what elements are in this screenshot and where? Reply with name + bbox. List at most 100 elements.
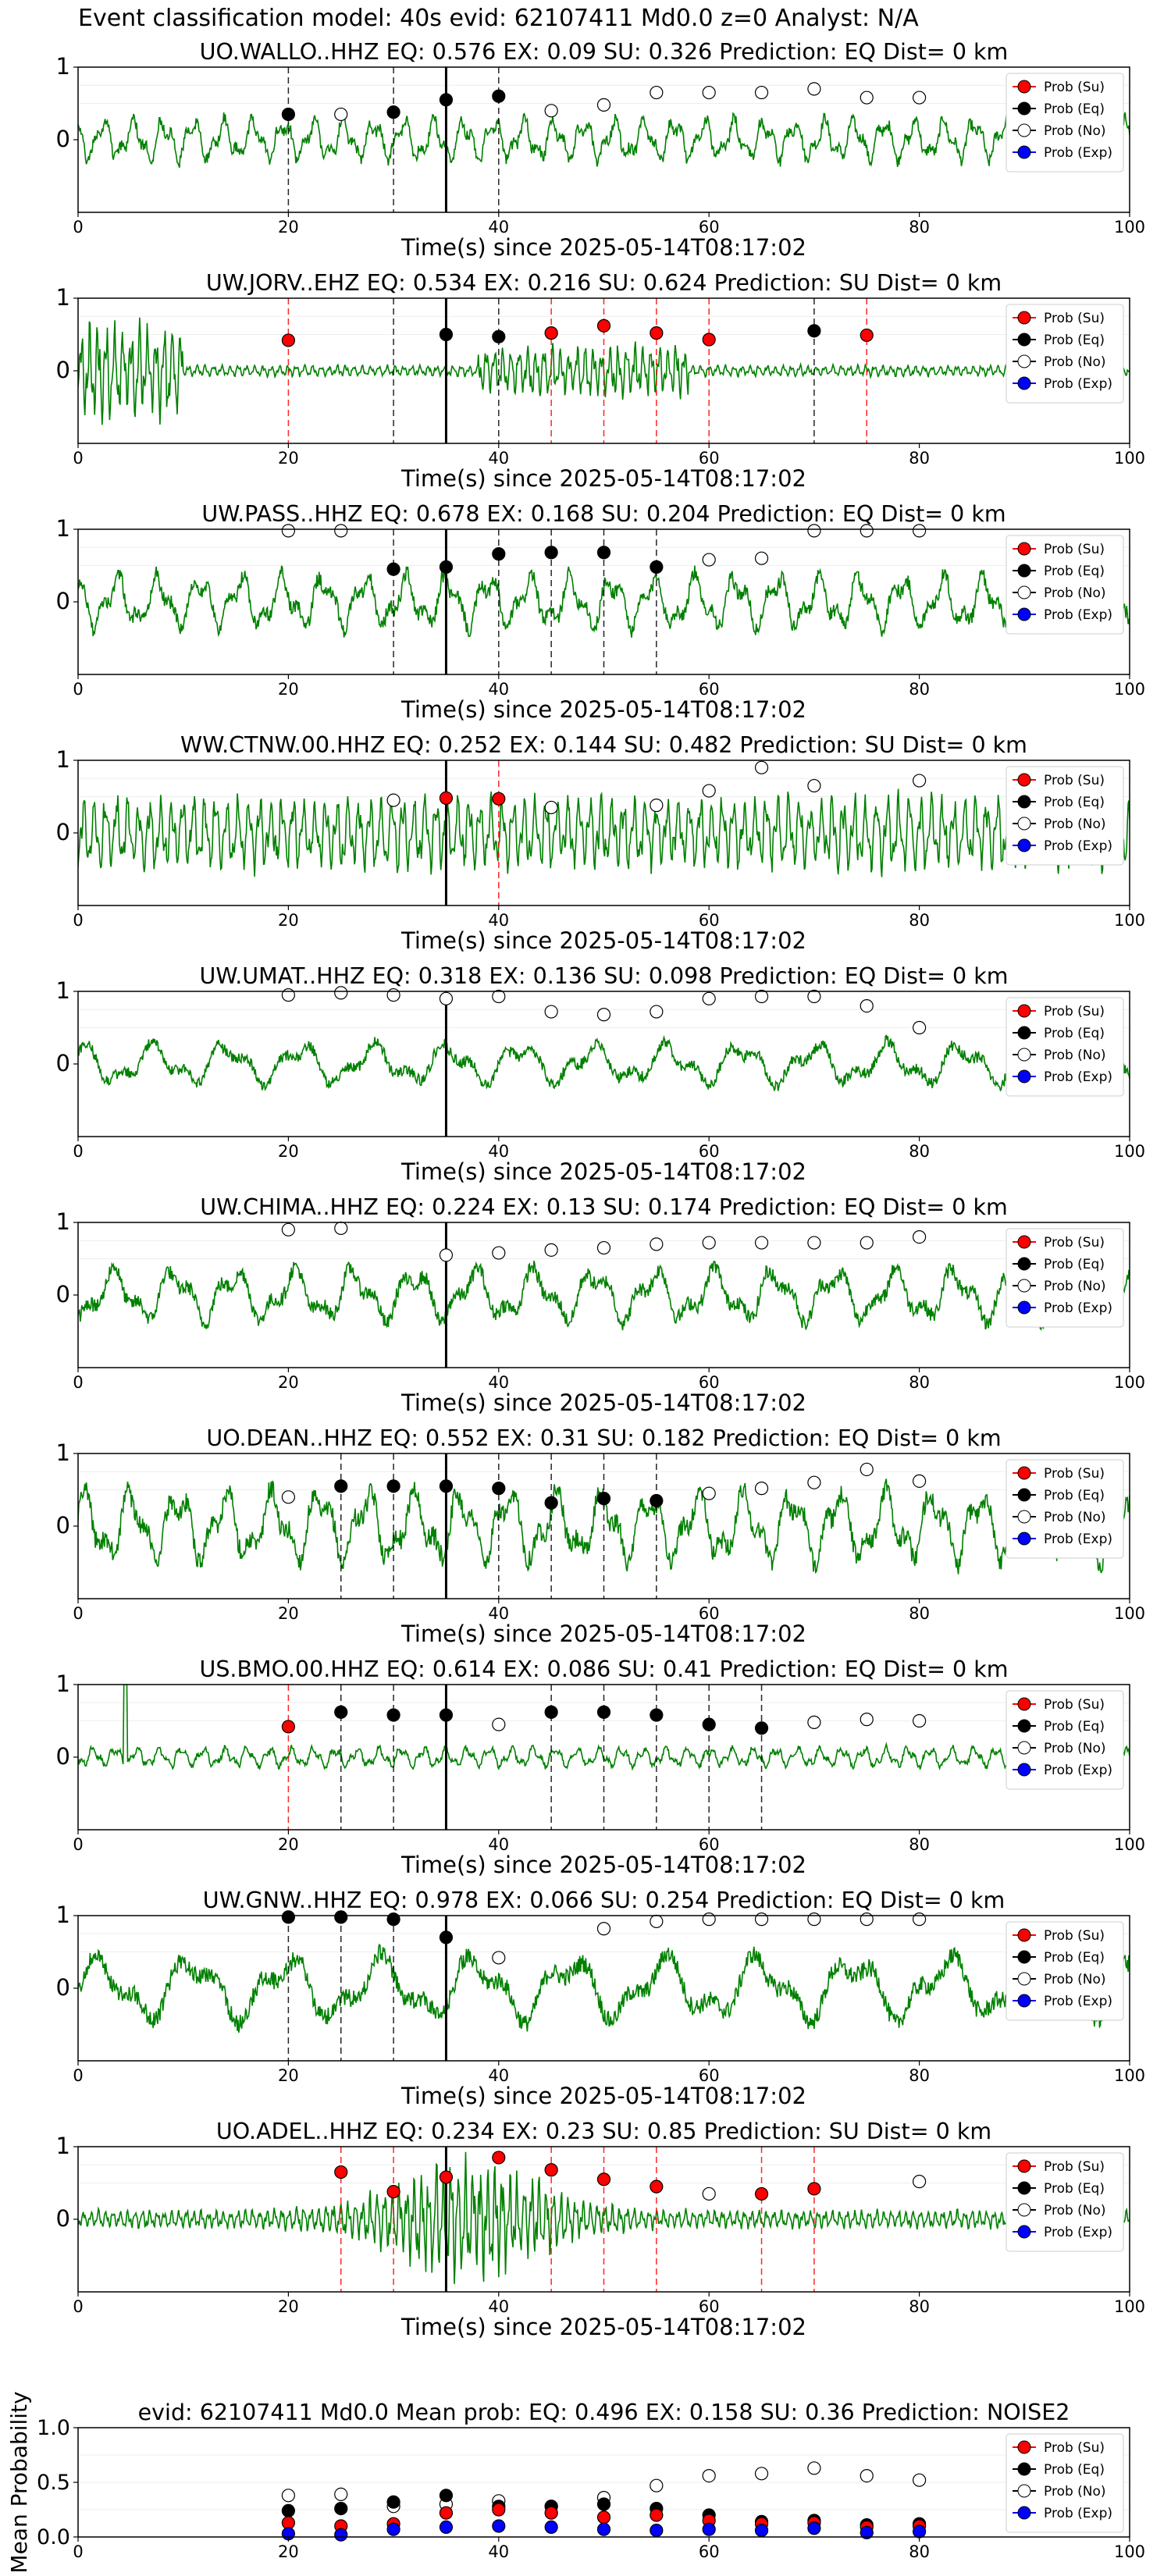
prob-marker-no — [912, 1474, 927, 1488]
prob-marker-eq — [544, 546, 558, 560]
prob-marker-no — [702, 1236, 716, 1250]
plot-area — [78, 760, 1130, 906]
legend-marker — [1017, 2484, 1031, 2498]
x-axis-label: Time(s) since 2025-05-14T08:17:02 — [400, 1158, 806, 1185]
y-tick-label: 1 — [56, 746, 70, 773]
prob-marker-no — [596, 1240, 611, 1255]
prob-marker-su — [650, 2179, 664, 2194]
legend-label: Prob (No) — [1044, 1972, 1106, 1987]
station-panel-0: 0 20 40 60 80 100 0 1 UO.WALLO..HHZ EQ: 0.576 EX… — [56, 39, 1146, 261]
prob-marker-no — [912, 2175, 927, 2189]
panel-title: UO.DEAN..HHZ EQ: 0.552 EX: 0.31 SU: 0.18… — [206, 1425, 1001, 1451]
prob-marker-no — [334, 107, 348, 122]
prob-marker-no — [544, 1243, 558, 1257]
prob-marker-eq — [650, 560, 664, 574]
legend-label: Prob (Su) — [1044, 1697, 1105, 1713]
legend-marker — [1017, 1741, 1031, 1755]
x-tick-label: 60 — [699, 449, 720, 468]
legend-box — [1005, 2152, 1124, 2252]
mean-marker-exp — [754, 2524, 769, 2538]
legend-marker — [1017, 2203, 1031, 2217]
legend-label: Prob (No) — [1044, 1510, 1106, 1525]
x-tick-label: 60 — [699, 1142, 720, 1161]
legend-marker — [1017, 145, 1031, 159]
prob-marker-su — [754, 2186, 769, 2201]
prob-marker-no — [860, 524, 874, 538]
x-tick-label: 100 — [1114, 218, 1145, 237]
x-axis-label: Time(s) since 2025-05-14T08:17:02 — [400, 2083, 806, 2109]
legend-label: Prob (Su) — [1044, 80, 1105, 95]
x-tick-label: 80 — [909, 1373, 930, 1392]
x-tick-label: 20 — [278, 1835, 299, 1854]
mean-marker-su — [492, 2503, 506, 2517]
waveform-trace — [78, 1260, 1130, 1331]
x-tick-label: 80 — [909, 1604, 930, 1623]
legend-marker — [1017, 1510, 1031, 1524]
legend-box — [1005, 997, 1124, 1097]
legend-label: Prob (Su) — [1044, 1466, 1105, 1482]
legend-marker — [1017, 1697, 1031, 1711]
x-tick-label: 100 — [1114, 1604, 1145, 1623]
mean-marker-no — [860, 2469, 874, 2483]
x-tick-label: 40 — [488, 1373, 509, 1392]
prob-marker-eq — [439, 1930, 454, 1944]
prob-marker-su — [596, 318, 611, 333]
station-panel-2: 0 20 40 60 80 100 0 1 UW.PASS..HHZ EQ: 0.678 EX:… — [56, 501, 1146, 723]
legend-label: Prob (Su) — [1044, 1928, 1105, 1944]
prob-marker-no — [439, 1248, 454, 1262]
mean-marker-no — [702, 2469, 716, 2483]
prob-marker-no — [596, 1922, 611, 1936]
legend-label: Prob (No) — [1044, 1048, 1106, 1063]
y-tick-label: 1 — [56, 1902, 70, 1928]
y-tick-label: 0 — [56, 357, 70, 383]
prob-marker-no — [386, 988, 400, 1002]
panel-title: UW.GNW..HHZ EQ: 0.978 EX: 0.066 SU: 0.25… — [203, 1888, 1005, 1913]
legend-marker — [1017, 123, 1031, 137]
figure-suptitle: Event classification model: 40s evid: 62… — [78, 5, 919, 32]
legend-marker — [1017, 1235, 1031, 1249]
x-tick-label: 0 — [73, 1604, 83, 1623]
prob-marker-no — [912, 91, 927, 105]
mean-marker-no — [650, 2478, 664, 2492]
mean-marker-exp — [702, 2522, 716, 2536]
plot-area — [78, 2147, 1130, 2292]
prob-marker-no — [650, 85, 664, 100]
waveform-trace — [78, 788, 1130, 877]
panel-title: UW.CHIMA..HHZ EQ: 0.224 EX: 0.13 SU: 0.1… — [200, 1194, 1007, 1220]
legend-label: Prob (No) — [1044, 354, 1106, 370]
panel-title: UO.ADEL..HHZ EQ: 0.234 EX: 0.23 SU: 0.85… — [216, 2119, 991, 2144]
prob-marker-no — [334, 1221, 348, 1236]
legend-label: Prob (Eq) — [1044, 101, 1105, 117]
y-tick-label: 1 — [56, 977, 70, 1004]
prob-marker-no — [281, 524, 295, 538]
prob-marker-eq — [386, 1479, 400, 1493]
legend-marker — [1017, 1048, 1031, 1062]
y-tick-label: 1 — [56, 515, 70, 542]
legend-marker — [1017, 585, 1031, 600]
legend-box — [1005, 304, 1124, 404]
legend-marker — [1017, 2225, 1031, 2239]
waveform-trace — [78, 1034, 1130, 1092]
plot-area — [78, 67, 1130, 212]
legend-label: Prob (Exp) — [1044, 1069, 1112, 1085]
mean-marker-exp — [860, 2525, 874, 2539]
prob-marker-su — [281, 333, 295, 347]
x-tick-label: 40 — [488, 449, 509, 468]
prob-marker-no — [596, 1008, 611, 1022]
prob-marker-su — [386, 2185, 400, 2199]
prob-marker-no — [807, 524, 821, 538]
x-tick-label: 80 — [909, 2066, 930, 2085]
legend-marker — [1017, 1257, 1031, 1271]
x-axis-label: Time(s) since 2025-05-14T08:17:02 — [400, 2314, 806, 2340]
x-tick-label: 0 — [73, 680, 83, 699]
x-axis-label: Time(s) since 2025-05-14T08:17:02 — [400, 1389, 806, 1416]
mean-marker-eq — [439, 2489, 454, 2503]
x-tick-label: 0 — [73, 1835, 83, 1854]
mean-marker-no — [334, 2487, 348, 2501]
x-axis-label: Time(s) since 2025-05-14T08:17:02 — [400, 1852, 806, 1878]
station-panel-4: 0 20 40 60 80 100 0 1 UW.UMAT..HHZ EQ: 0.318 EX:… — [56, 963, 1146, 1185]
prob-marker-eq — [386, 1708, 400, 1722]
prob-marker-no — [492, 1717, 506, 1731]
legend-label: Prob (Su) — [1044, 542, 1105, 557]
prob-marker-su — [439, 791, 454, 805]
